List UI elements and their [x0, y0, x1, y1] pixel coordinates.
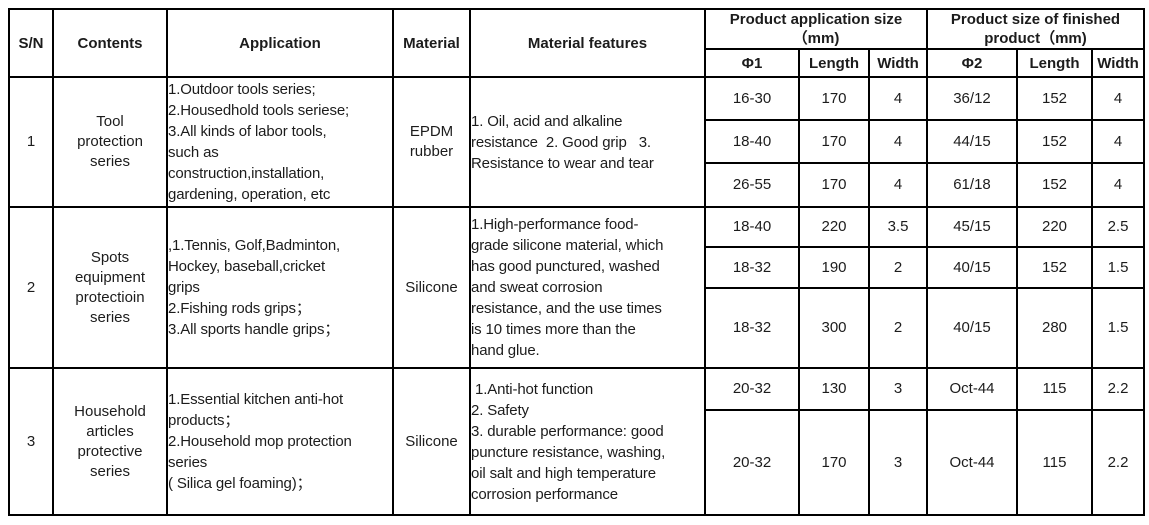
sn-cell: 3 [8, 367, 54, 516]
phi1-cell: 26-55 [704, 162, 800, 208]
length2-cell: 220 [1016, 206, 1093, 248]
width2-cell: 1.5 [1091, 246, 1145, 289]
length2-cell: 115 [1016, 367, 1093, 411]
length1-cell: 170 [798, 76, 870, 121]
col-header-sn: S/N [8, 8, 54, 78]
table-row: 18-32 190 2 40/15 152 1.5 [9, 246, 1145, 289]
table-row: 3 Household articles protective series 1… [8, 367, 1145, 516]
phi1-cell: 18-40 [704, 206, 800, 248]
width1-cell: 2 [868, 287, 928, 369]
application-cell: 1.Essential kitchen anti-hot products； 2… [166, 367, 394, 516]
table-row: 18-40 170 4 44/15 152 4 [9, 119, 1145, 164]
table-row: 20-32 170 3 Oct-44 115 2.2 [9, 409, 1145, 516]
width2-cell: 2.2 [1091, 409, 1145, 516]
col-header-phi1: Φ1 [704, 48, 800, 78]
length2-cell: 152 [1016, 76, 1093, 121]
material-cell: Silicone [392, 206, 471, 369]
col-header-width1: Width [868, 48, 928, 78]
width1-cell: 4 [868, 162, 928, 208]
table-header: S/N Contents Application Material Materi… [8, 8, 1145, 78]
length1-cell: 170 [798, 409, 870, 516]
phi1-cell: 20-32 [704, 367, 800, 411]
width2-cell: 4 [1091, 162, 1145, 208]
width1-cell: 4 [868, 119, 928, 164]
phi2-cell: 40/15 [926, 287, 1018, 369]
length1-cell: 170 [798, 162, 870, 208]
width2-cell: 2.2 [1091, 367, 1145, 411]
table-row: 1 Tool protection series 1.Outdoor tools… [8, 76, 1145, 208]
table-row: 2 Spots equipment protectioin series ,1.… [8, 206, 1145, 369]
contents-cell: Tool protection series [52, 76, 168, 208]
width1-cell: 3 [868, 409, 928, 516]
phi2-cell: Oct-44 [926, 409, 1018, 516]
table-body: 1 Tool protection series 1.Outdoor tools… [8, 76, 1145, 516]
length1-cell: 170 [798, 119, 870, 164]
col-header-length2: Length [1016, 48, 1093, 78]
phi2-cell: 40/15 [926, 246, 1018, 289]
length2-cell: 152 [1016, 162, 1093, 208]
width2-cell: 4 [1091, 76, 1145, 121]
contents-cell: Spots equipment protectioin series [52, 206, 168, 369]
table-row: 26-55 170 4 61/18 152 4 [9, 162, 1145, 208]
phi1-cell: 18-32 [704, 246, 800, 289]
length1-cell: 220 [798, 206, 870, 248]
header-row-groups: S/N Contents Application Material Materi… [8, 8, 1145, 78]
col-header-phi2: Φ2 [926, 48, 1018, 78]
material-cell: Silicone [392, 367, 471, 516]
material-cell: EPDM rubber [392, 76, 471, 208]
sn-cell: 2 [8, 206, 54, 369]
length1-cell: 190 [798, 246, 870, 289]
col-header-contents: Contents [52, 8, 168, 78]
sn-cell: 1 [8, 76, 54, 208]
length1-cell: 130 [798, 367, 870, 411]
width1-cell: 3.5 [868, 206, 928, 248]
length2-cell: 280 [1016, 287, 1093, 369]
table-row: 18-32 300 2 40/15 280 1.5 [9, 287, 1145, 369]
length2-cell: 115 [1016, 409, 1093, 516]
col-group-application-size: Product application size （mm) [704, 8, 928, 50]
col-header-material-features: Material features [469, 8, 706, 78]
width1-cell: 4 [868, 76, 928, 121]
application-cell: ,1.Tennis, Golf,Badminton, Hockey, baseb… [166, 206, 394, 369]
width2-cell: 2.5 [1091, 206, 1145, 248]
phi2-cell: 45/15 [926, 206, 1018, 248]
contents-cell: Household articles protective series [52, 367, 168, 516]
width1-cell: 3 [868, 367, 928, 411]
phi1-cell: 20-32 [704, 409, 800, 516]
phi1-cell: 18-32 [704, 287, 800, 369]
material-features-cell: 1.High-performance food- grade silicone … [469, 206, 706, 369]
width2-cell: 4 [1091, 119, 1145, 164]
phi2-cell: 44/15 [926, 119, 1018, 164]
phi2-cell: 61/18 [926, 162, 1018, 208]
col-header-length1: Length [798, 48, 870, 78]
material-features-cell: 1. Oil, acid and alkaline resistance 2. … [469, 76, 706, 208]
col-header-application: Application [166, 8, 394, 78]
col-header-material: Material [392, 8, 471, 78]
phi1-cell: 18-40 [704, 119, 800, 164]
width2-cell: 1.5 [1091, 287, 1145, 369]
material-features-cell: 1.Anti-hot function 2. Safety 3. durable… [469, 367, 706, 516]
length2-cell: 152 [1016, 119, 1093, 164]
col-header-width2: Width [1091, 48, 1145, 78]
width1-cell: 2 [868, 246, 928, 289]
length1-cell: 300 [798, 287, 870, 369]
application-cell: 1.Outdoor tools series; 2.Housedhold too… [166, 76, 394, 208]
phi2-cell: Oct-44 [926, 367, 1018, 411]
product-spec-table: S/N Contents Application Material Materi… [8, 8, 1145, 516]
length2-cell: 152 [1016, 246, 1093, 289]
phi1-cell: 16-30 [704, 76, 800, 121]
phi2-cell: 36/12 [926, 76, 1018, 121]
header-row-subcolumns: Φ1 Length Width Φ2 Length Width [9, 48, 1145, 78]
col-group-finished-size: Product size of finished product（mm) [926, 8, 1145, 50]
